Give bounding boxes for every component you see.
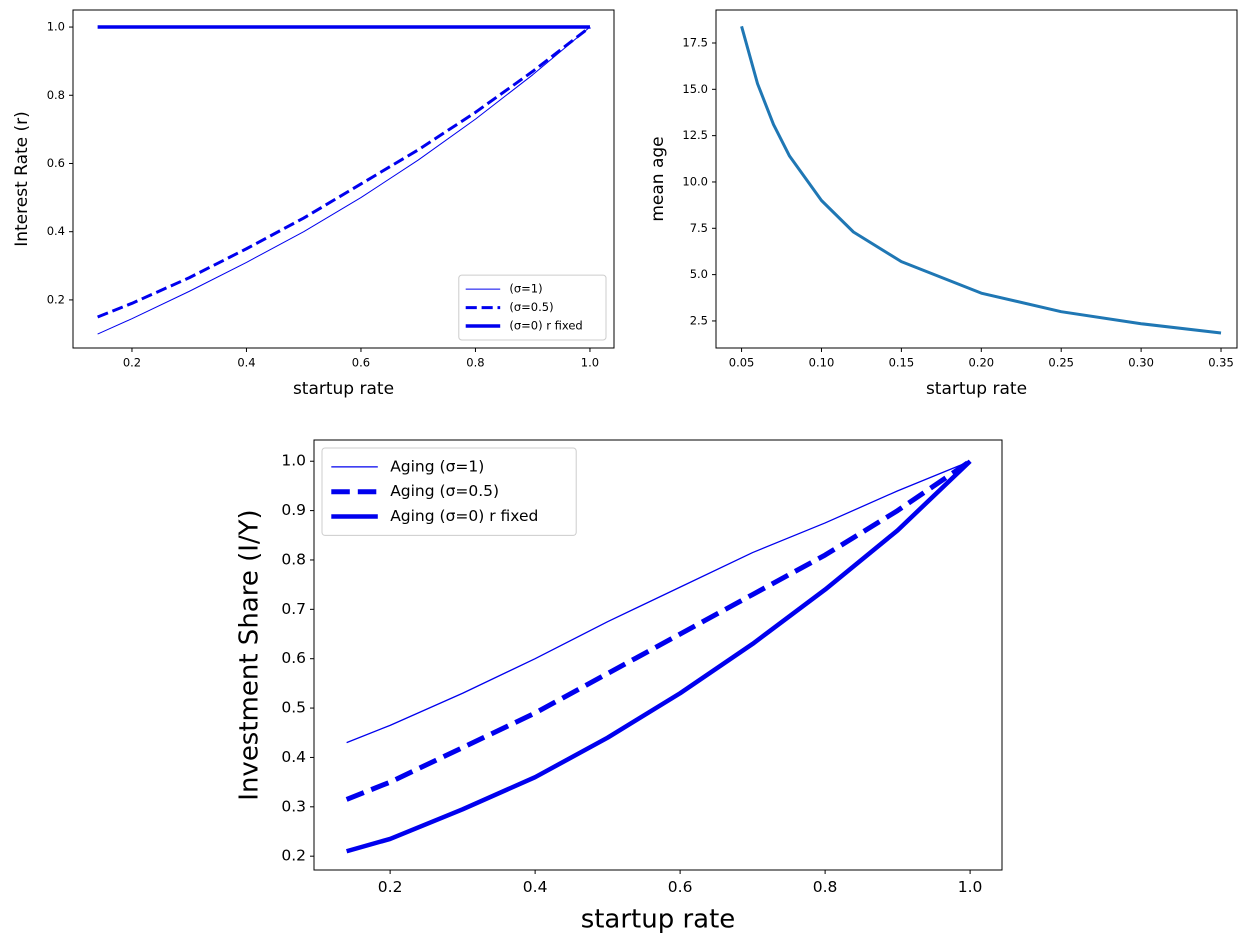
x-tick-label: 0.05	[729, 355, 755, 369]
y-tick-label: 0.4	[47, 224, 65, 238]
series-line	[740, 25, 1222, 335]
x-tick-label: 0.20	[968, 355, 994, 369]
y-tick-label: 12.5	[682, 128, 708, 142]
y-tick-label: 7.5	[690, 221, 708, 235]
y-tick-label: 0.6	[281, 649, 306, 667]
legend-box	[458, 274, 607, 341]
y-tick-label: 0.8	[281, 550, 306, 568]
legend-box	[321, 447, 577, 536]
x-tick-label: 0.8	[813, 878, 838, 896]
y-tick-label: 10.0	[682, 174, 708, 188]
y-tick-label: 0.2	[47, 292, 65, 306]
x-tick-label: 0.25	[1048, 355, 1074, 369]
x-tick-label: 0.10	[809, 355, 835, 369]
y-tick-label: 2.5	[690, 313, 708, 327]
series-line	[346, 459, 972, 854]
y-tick-label: 0.2	[281, 847, 306, 865]
x-tick-label: 0.6	[352, 355, 370, 369]
x-tick-label: 0.35	[1208, 355, 1234, 369]
y-tick-label: 0.4	[281, 748, 306, 766]
y-tick-label: 0.9	[281, 501, 306, 519]
y-tick-label: 0.5	[281, 699, 306, 717]
legend-label: Aging (σ=0.5)	[390, 482, 499, 500]
x-tick-label: 1.0	[958, 878, 983, 896]
y-tick-label: 0.7	[281, 600, 306, 618]
y-tick-label: 1.0	[47, 20, 65, 34]
y-tick-label: 0.6	[47, 156, 65, 170]
y-tick-label: 1.0	[281, 452, 306, 470]
x-tick-label: 0.30	[1128, 355, 1154, 369]
legend-label: (σ=1)	[509, 282, 542, 296]
x-axis-label: startup rate	[581, 905, 736, 935]
y-tick-label: 0.3	[281, 797, 306, 815]
legend-label: (σ=0) r fixed	[509, 318, 582, 332]
y-tick-label: 5.0	[690, 267, 708, 281]
x-axis-label: startup rate	[293, 379, 394, 399]
axes-frame	[715, 9, 1238, 349]
axes-frame	[313, 439, 1003, 871]
series-line	[97, 25, 591, 319]
axes-frame	[72, 9, 615, 349]
x-tick-label: 0.8	[466, 355, 484, 369]
x-tick-label: 0.4	[237, 355, 255, 369]
y-axis-label: mean age	[648, 136, 668, 221]
series-line	[345, 459, 972, 802]
x-axis-label: startup rate	[926, 379, 1027, 399]
legend-label: (σ=0.5)	[509, 300, 553, 314]
x-tick-label: 0.2	[378, 878, 403, 896]
y-tick-label: 15.0	[682, 82, 708, 96]
y-tick-label: 0.8	[47, 88, 65, 102]
series-line	[346, 460, 971, 744]
x-tick-label: 0.4	[523, 878, 548, 896]
x-tick-label: 0.15	[889, 355, 915, 369]
y-axis-label: Interest Rate (r)	[12, 111, 32, 247]
x-tick-label: 0.6	[668, 878, 693, 896]
x-tick-label: 1.0	[581, 355, 599, 369]
y-axis-label: Investment Share (I/Y)	[235, 509, 265, 800]
legend-label: Aging (σ=1)	[390, 457, 484, 475]
series-line	[97, 26, 591, 335]
y-tick-label: 17.5	[682, 35, 708, 49]
legend-label: Aging (σ=0) r fixed	[390, 507, 538, 525]
x-tick-label: 0.2	[123, 355, 141, 369]
